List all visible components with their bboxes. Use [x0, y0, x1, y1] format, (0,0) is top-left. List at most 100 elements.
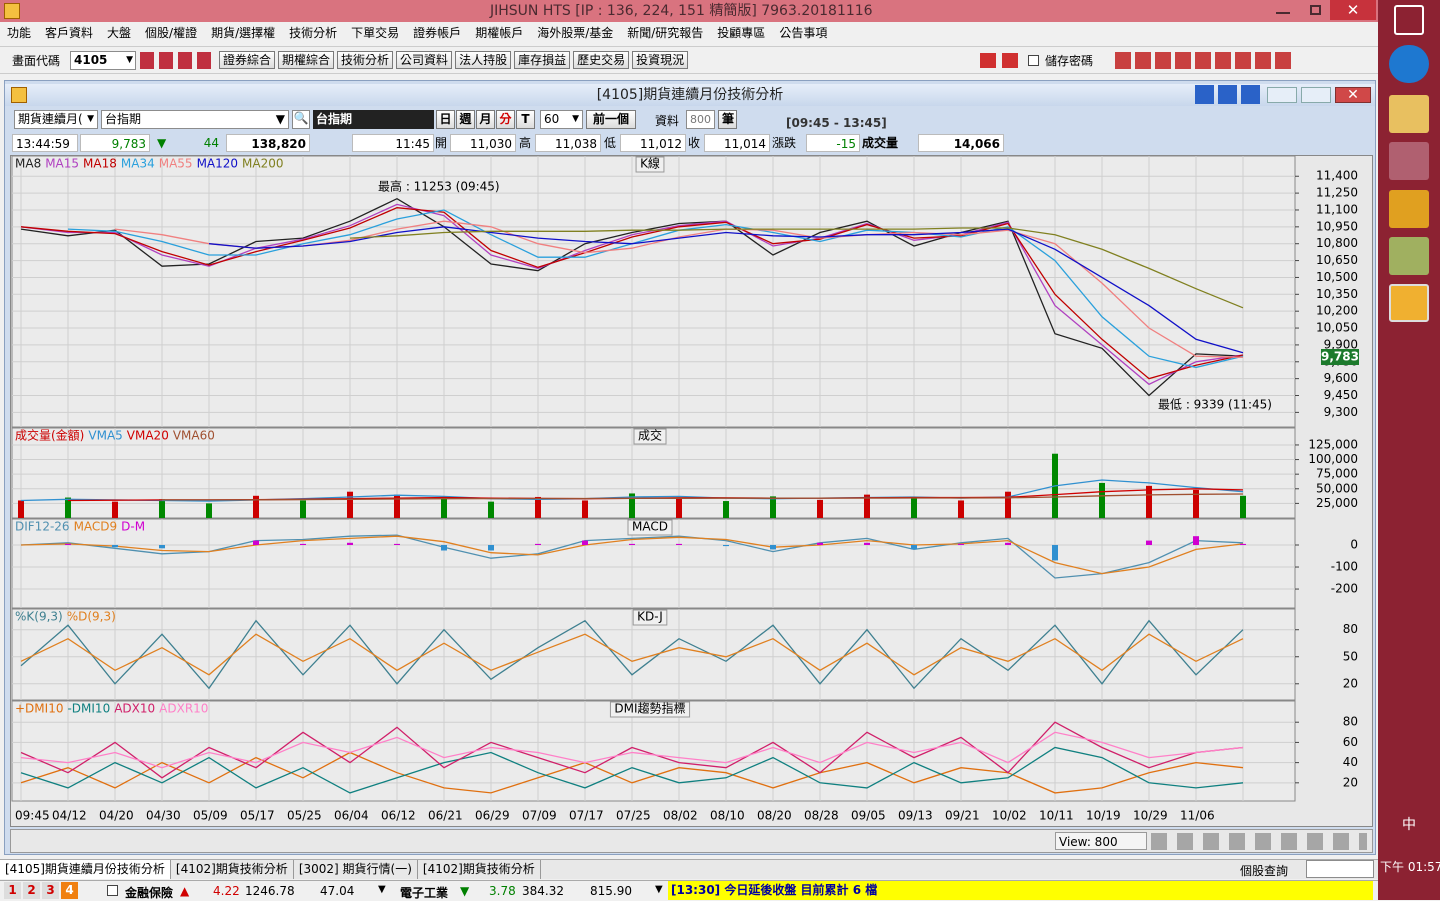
- panel-label-box: [632, 609, 668, 626]
- explorer-icon[interactable]: [1389, 95, 1429, 133]
- legend-entry: DIF12-26: [15, 520, 70, 534]
- function-button[interactable]: 投資現況: [632, 51, 689, 69]
- period-button[interactable]: 日: [436, 110, 455, 129]
- menu-item[interactable]: 功能: [7, 26, 32, 40]
- ie-icon[interactable]: [1389, 45, 1429, 83]
- page-button[interactable]: 3: [42, 882, 59, 899]
- s1-change: 4.22: [213, 884, 240, 898]
- y-tick-label: 10,350: [1316, 287, 1358, 301]
- tab[interactable]: [4105]期貨連續月份技術分析: [0, 860, 171, 879]
- inner-minimize[interactable]: [1267, 87, 1297, 103]
- menu-item[interactable]: 技術分析: [289, 26, 338, 40]
- function-button[interactable]: 歷史交易: [573, 51, 630, 69]
- menu-item[interactable]: 個股/權證: [145, 26, 198, 40]
- inner-maximize[interactable]: [1301, 87, 1331, 103]
- data-unit[interactable]: 筆: [718, 110, 737, 129]
- bar: [441, 544, 447, 551]
- period-button[interactable]: 月: [476, 110, 495, 129]
- stock-query-input[interactable]: [1306, 860, 1374, 878]
- menu-item[interactable]: 客戶資料: [45, 26, 94, 40]
- tab-bar: [4105]期貨連續月份技術分析 [4102]期貨技術分析 [3002] 期貨行情(…: [0, 859, 1378, 879]
- legend-entry: MA15: [45, 157, 79, 171]
- start-button[interactable]: [1394, 5, 1424, 35]
- paint-icon[interactable]: [1389, 142, 1429, 180]
- tool-icons[interactable]: [1115, 52, 1291, 69]
- market-select[interactable]: 期貨連續月(▼: [14, 110, 98, 129]
- bar: [1240, 543, 1246, 545]
- x-tick-label: 08/10: [710, 809, 745, 823]
- x-tick-label: 06/12: [381, 809, 416, 823]
- menu-item[interactable]: 期貨/選擇權: [211, 26, 276, 40]
- notes-icon[interactable]: [1389, 237, 1429, 275]
- tab[interactable]: [4102]期貨技術分析: [171, 860, 294, 879]
- s2-dropdown[interactable]: ▼: [655, 884, 663, 895]
- menu-item[interactable]: 新聞/研究報告: [627, 26, 704, 40]
- page-button[interactable]: 1: [4, 882, 21, 899]
- app-icon: [4, 3, 20, 19]
- low-value: 11,012: [620, 134, 686, 152]
- sector1: 金融保險: [125, 886, 174, 900]
- function-button[interactable]: 公司資料: [396, 51, 453, 69]
- panel-bg: [11, 700, 1296, 802]
- annotation: 最高 : 11253 (09:45): [378, 179, 500, 194]
- sector-checkbox[interactable]: [107, 885, 118, 896]
- sector2: 電子工業: [400, 886, 449, 900]
- function-button[interactable]: 證券綜合: [219, 51, 276, 69]
- crown-icon[interactable]: [1389, 190, 1429, 228]
- interval-select[interactable]: 60 ▼: [540, 110, 583, 129]
- bar: [65, 543, 71, 545]
- chart-tools[interactable]: [1151, 833, 1367, 850]
- search-button[interactable]: 🔍: [292, 110, 310, 129]
- page-button[interactable]: 4: [61, 882, 78, 899]
- menu-item[interactable]: 公告事項: [779, 26, 828, 40]
- prev-button[interactable]: 前一個: [586, 110, 636, 129]
- bar: [488, 544, 494, 551]
- hts-icon[interactable]: [1389, 284, 1429, 322]
- bar: [253, 540, 259, 545]
- legend-entry: MA18: [83, 157, 117, 171]
- legend-entry: %D(9,3): [67, 610, 116, 624]
- toolbar-icons[interactable]: [140, 52, 216, 69]
- y-tick-label: 0: [1350, 537, 1358, 551]
- s1-dropdown[interactable]: ▼: [378, 884, 386, 895]
- menu-item[interactable]: 海外股票/基金: [537, 26, 614, 40]
- menu-item[interactable]: 期權帳戶: [475, 26, 524, 40]
- legend-entry: +DMI10: [15, 702, 63, 716]
- bar: [394, 543, 400, 545]
- minimize-button[interactable]: [1276, 12, 1290, 14]
- menu-item[interactable]: 投顧專區: [717, 26, 766, 40]
- menu-item[interactable]: 證券帳戶: [413, 26, 462, 40]
- x-tick-label: 06/04: [334, 809, 369, 823]
- close-button[interactable]: ✕: [1330, 0, 1376, 20]
- legend-entry: MA200: [242, 157, 283, 171]
- menu-item[interactable]: 大盤: [107, 26, 132, 40]
- code-input[interactable]: 4105 ▼: [70, 51, 136, 70]
- save-password-label: 儲存密碼: [1045, 54, 1094, 68]
- menu-item[interactable]: 下單交易: [351, 26, 400, 40]
- help-buttons[interactable]: [1195, 85, 1261, 104]
- bar: [1240, 495, 1246, 518]
- y-tick-label: 9,600: [1324, 371, 1358, 385]
- inner-close[interactable]: ✕: [1335, 87, 1371, 103]
- period-button[interactable]: 週: [456, 110, 475, 129]
- x-tick-label: 05/25: [287, 809, 322, 823]
- bar: [18, 500, 24, 518]
- period-button[interactable]: T: [516, 110, 535, 129]
- inner-title-bar: [4105]期貨連續月份技術分析 ✕: [5, 84, 1375, 106]
- nav-arrows[interactable]: [980, 53, 1018, 68]
- symbol-input[interactable]: 台指期 ▼: [101, 110, 289, 129]
- data-count[interactable]: 800: [686, 110, 715, 129]
- function-button[interactable]: 技術分析: [337, 51, 394, 69]
- function-button[interactable]: 庫存損益: [514, 51, 571, 69]
- function-button[interactable]: 法人持股: [455, 51, 512, 69]
- bar: [958, 500, 964, 518]
- function-button[interactable]: 期權綜合: [278, 51, 335, 69]
- save-password-checkbox[interactable]: [1028, 55, 1039, 66]
- bar: [347, 542, 353, 545]
- page-button[interactable]: 2: [23, 882, 40, 899]
- tab[interactable]: [3002] 期貨行情(一): [294, 860, 418, 879]
- period-button[interactable]: 分: [496, 110, 515, 129]
- tab[interactable]: [4102]期貨技術分析: [418, 860, 541, 879]
- restore-button[interactable]: [1310, 5, 1321, 15]
- menu-bar: 功能 客戶資料 大盤 個股/權證 期貨/選擇權 技術分析 下單交易 證券帳戶 期權帳戶 海外股票/…: [0, 23, 1378, 43]
